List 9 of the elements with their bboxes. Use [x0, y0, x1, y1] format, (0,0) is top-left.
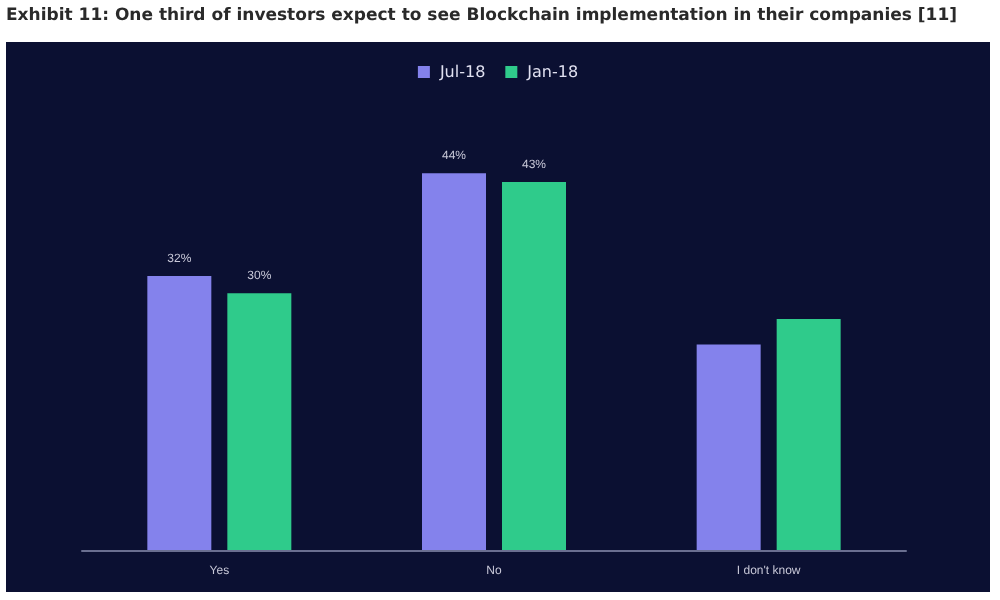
bar [502, 181, 566, 550]
bar [776, 318, 841, 550]
bar [147, 276, 212, 550]
legend-label: Jan-18 [525, 63, 579, 81]
legend-label: Jul-18 [437, 63, 486, 81]
bar [422, 173, 486, 550]
chart-title: Exhibit 11: One third of investors expect to see Blockchain implementation in their companies [11] [6, 6, 958, 26]
bar [227, 293, 292, 550]
bar [696, 344, 761, 550]
